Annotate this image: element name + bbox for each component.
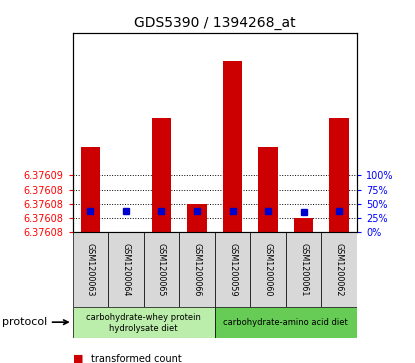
Bar xyxy=(81,147,100,232)
Bar xyxy=(258,147,278,232)
Text: hydrolysate diet: hydrolysate diet xyxy=(110,324,178,333)
Bar xyxy=(286,232,321,307)
Bar xyxy=(73,307,215,338)
Text: ■: ■ xyxy=(73,354,83,363)
Bar xyxy=(187,204,207,232)
Bar xyxy=(215,307,357,338)
Text: transformed count: transformed count xyxy=(91,354,182,363)
Text: GSM1200062: GSM1200062 xyxy=(334,243,344,296)
Text: carbohydrate-amino acid diet: carbohydrate-amino acid diet xyxy=(223,318,348,327)
Text: carbohydrate-whey protein: carbohydrate-whey protein xyxy=(86,313,201,322)
Bar xyxy=(250,232,286,307)
Bar xyxy=(108,232,144,307)
Bar xyxy=(179,232,215,307)
Bar xyxy=(144,232,179,307)
Bar xyxy=(73,232,108,307)
Bar xyxy=(330,118,349,232)
Bar xyxy=(294,218,313,232)
Bar xyxy=(152,118,171,232)
Text: GSM1200065: GSM1200065 xyxy=(157,243,166,296)
Title: GDS5390 / 1394268_at: GDS5390 / 1394268_at xyxy=(134,16,295,30)
Text: GSM1200059: GSM1200059 xyxy=(228,243,237,296)
Bar xyxy=(215,232,250,307)
Text: GSM1200061: GSM1200061 xyxy=(299,243,308,296)
Bar xyxy=(321,232,357,307)
Text: GSM1200063: GSM1200063 xyxy=(86,243,95,296)
Text: GSM1200066: GSM1200066 xyxy=(193,243,202,296)
Text: GSM1200064: GSM1200064 xyxy=(122,243,130,296)
Text: protocol: protocol xyxy=(2,317,68,327)
Bar xyxy=(223,61,242,232)
Text: GSM1200060: GSM1200060 xyxy=(264,243,273,296)
